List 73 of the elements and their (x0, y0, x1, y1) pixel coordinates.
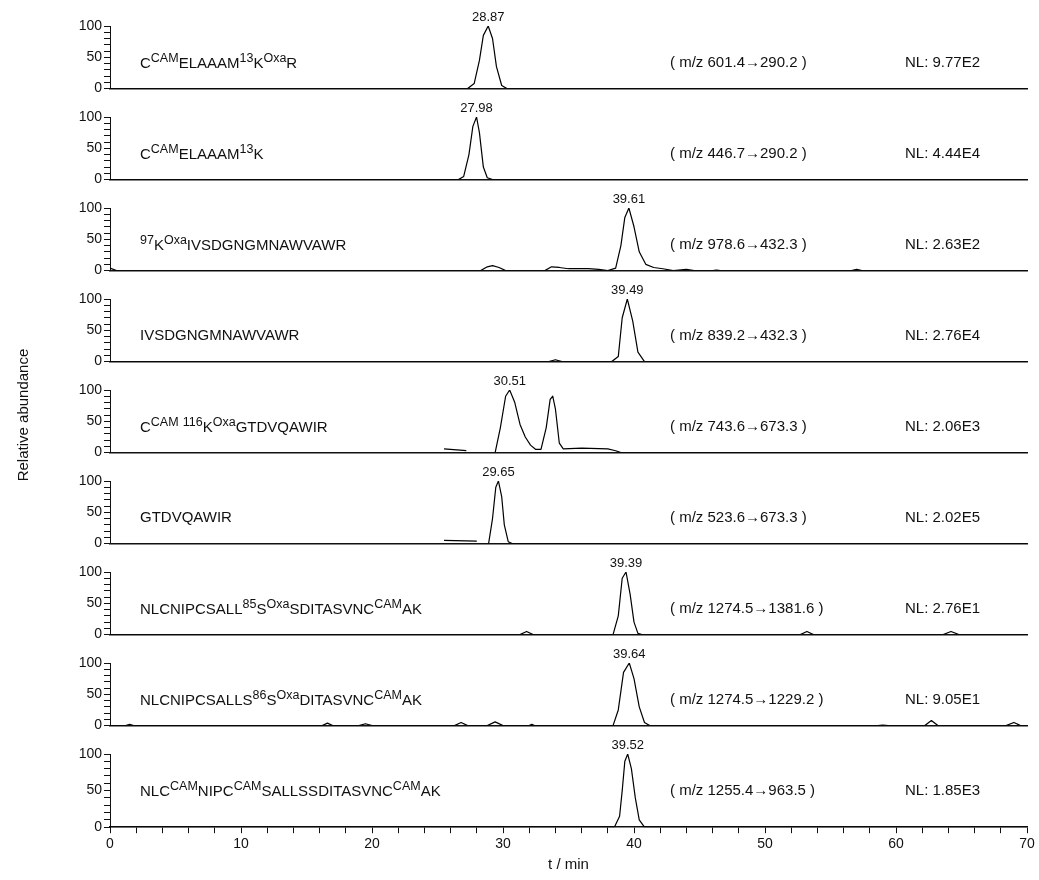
annotation: 39.52 (611, 737, 644, 753)
y-tick-label: 100 (78, 107, 103, 124)
x-tick-label: 70 (1019, 835, 1035, 852)
y-tick-label: 50 (86, 594, 103, 611)
y-tick-label: 100 (78, 16, 103, 33)
annotation: ( m/z 743.6→673.3 ) (670, 416, 807, 434)
annotation: NL: 9.05E1 (905, 689, 981, 707)
y-tick-label: 0 (94, 261, 103, 278)
y-tick-label: 100 (78, 471, 103, 488)
annotation: 39.39 (609, 555, 643, 571)
annotation: NLCNIPCSALL$^{85}$S$^{Oxa}$SDITASVNC$^{CAM}$AK (140, 597, 422, 617)
annotation: NLC$^{CAM}$NIPC$^{CAM}$SALLSSDITASVNC$^{CAM}$AK (140, 779, 441, 799)
y-tick-label: 0 (94, 170, 103, 187)
x-tick-label: 50 (757, 835, 773, 852)
y-tick-label: 0 (94, 352, 103, 369)
annotation: NL: 2.06E3 (905, 416, 981, 434)
x-tick-label: 20 (364, 835, 380, 852)
annotation: 39.61 (612, 191, 646, 207)
annotation: ( m/z 839.2→432.3 ) (670, 325, 807, 343)
annotation: ( m/z 1255.4→963.5 ) (670, 780, 816, 798)
y-axis-title: Relative abundance (13, 348, 31, 482)
annotation: NL: 1.85E3 (905, 780, 981, 798)
annotation: 28.87 (471, 9, 505, 25)
x-axis-title: t / min (548, 855, 589, 873)
annotation: ( m/z 601.4→290.2 ) (670, 52, 807, 70)
y-tick-label: 100 (78, 198, 103, 215)
y-tick-label: 50 (86, 230, 103, 247)
annotation: GTDVQAWIR (140, 507, 232, 525)
y-tick-label: 100 (78, 380, 103, 397)
annotation: C$^{CAM}$ELAAAM$^{13}$K (140, 142, 264, 162)
annotation: ( m/z 1274.5→1229.2 ) (670, 689, 824, 707)
x-tick-label: 40 (626, 835, 642, 852)
y-tick-label: 0 (94, 625, 103, 642)
x-tick-label: 10 (233, 835, 249, 852)
y-tick-label: 0 (94, 818, 103, 835)
annotation: $^{97}$K$^{Oxa}$IVSDGNGMNAWVAWR (140, 233, 347, 253)
annotation: ( m/z 523.6→673.3 ) (670, 507, 807, 525)
x-tick-label: 60 (888, 835, 904, 852)
y-tick-label: 0 (94, 534, 103, 551)
annotation: NLCNIPCSALLS$^{86}$S$^{Oxa}$DITASVNC$^{CAM}$AK (140, 688, 422, 708)
y-tick-label: 0 (94, 716, 103, 733)
y-tick-label: 50 (86, 781, 103, 798)
y-tick-label: 50 (86, 48, 103, 65)
annotation: C$^{CAM}$ELAAAM$^{13}$K$^{Oxa}$R (140, 51, 298, 71)
annotation: ( m/z 446.7→290.2 ) (670, 143, 807, 161)
annotation: NL: 4.44E4 (905, 143, 981, 161)
annotation: 29.65 (482, 464, 515, 480)
y-tick-label: 50 (86, 412, 103, 429)
annotation: ( m/z 978.6→432.3 ) (670, 234, 807, 252)
x-tick-label: 30 (495, 835, 511, 852)
y-tick-label: 50 (86, 503, 103, 520)
y-tick-label: 100 (78, 289, 103, 306)
y-tick-label: 100 (78, 653, 103, 670)
annotation: NL: 2.02E5 (905, 507, 981, 525)
y-tick-label: 0 (94, 79, 103, 96)
x-tick-label: 0 (106, 835, 115, 852)
annotation: NL: 2.76E1 (905, 598, 981, 616)
y-tick-label: 0 (94, 443, 103, 460)
annotation: IVSDGNGMNAWVAWR (140, 325, 300, 343)
annotation: 39.64 (613, 646, 646, 662)
annotation: ( m/z 1274.5→1381.6 ) (670, 598, 824, 616)
y-tick-label: 50 (86, 685, 103, 702)
annotation: NL: 9.77E2 (905, 52, 981, 70)
annotation: 30.51 (493, 373, 526, 389)
y-tick-label: 100 (78, 562, 103, 579)
annotation: NL: 2.76E4 (905, 325, 981, 343)
annotation: NL: 2.63E2 (905, 234, 981, 252)
annotation: 27.98 (460, 100, 493, 116)
y-tick-label: 50 (86, 321, 103, 338)
annotation: 39.49 (611, 282, 644, 298)
y-tick-label: 100 (78, 744, 103, 761)
annotation: C$^{CAM}$ $^{116}$K$^{Oxa}$GTDVQAWIR (140, 415, 328, 435)
y-tick-label: 50 (86, 139, 103, 156)
